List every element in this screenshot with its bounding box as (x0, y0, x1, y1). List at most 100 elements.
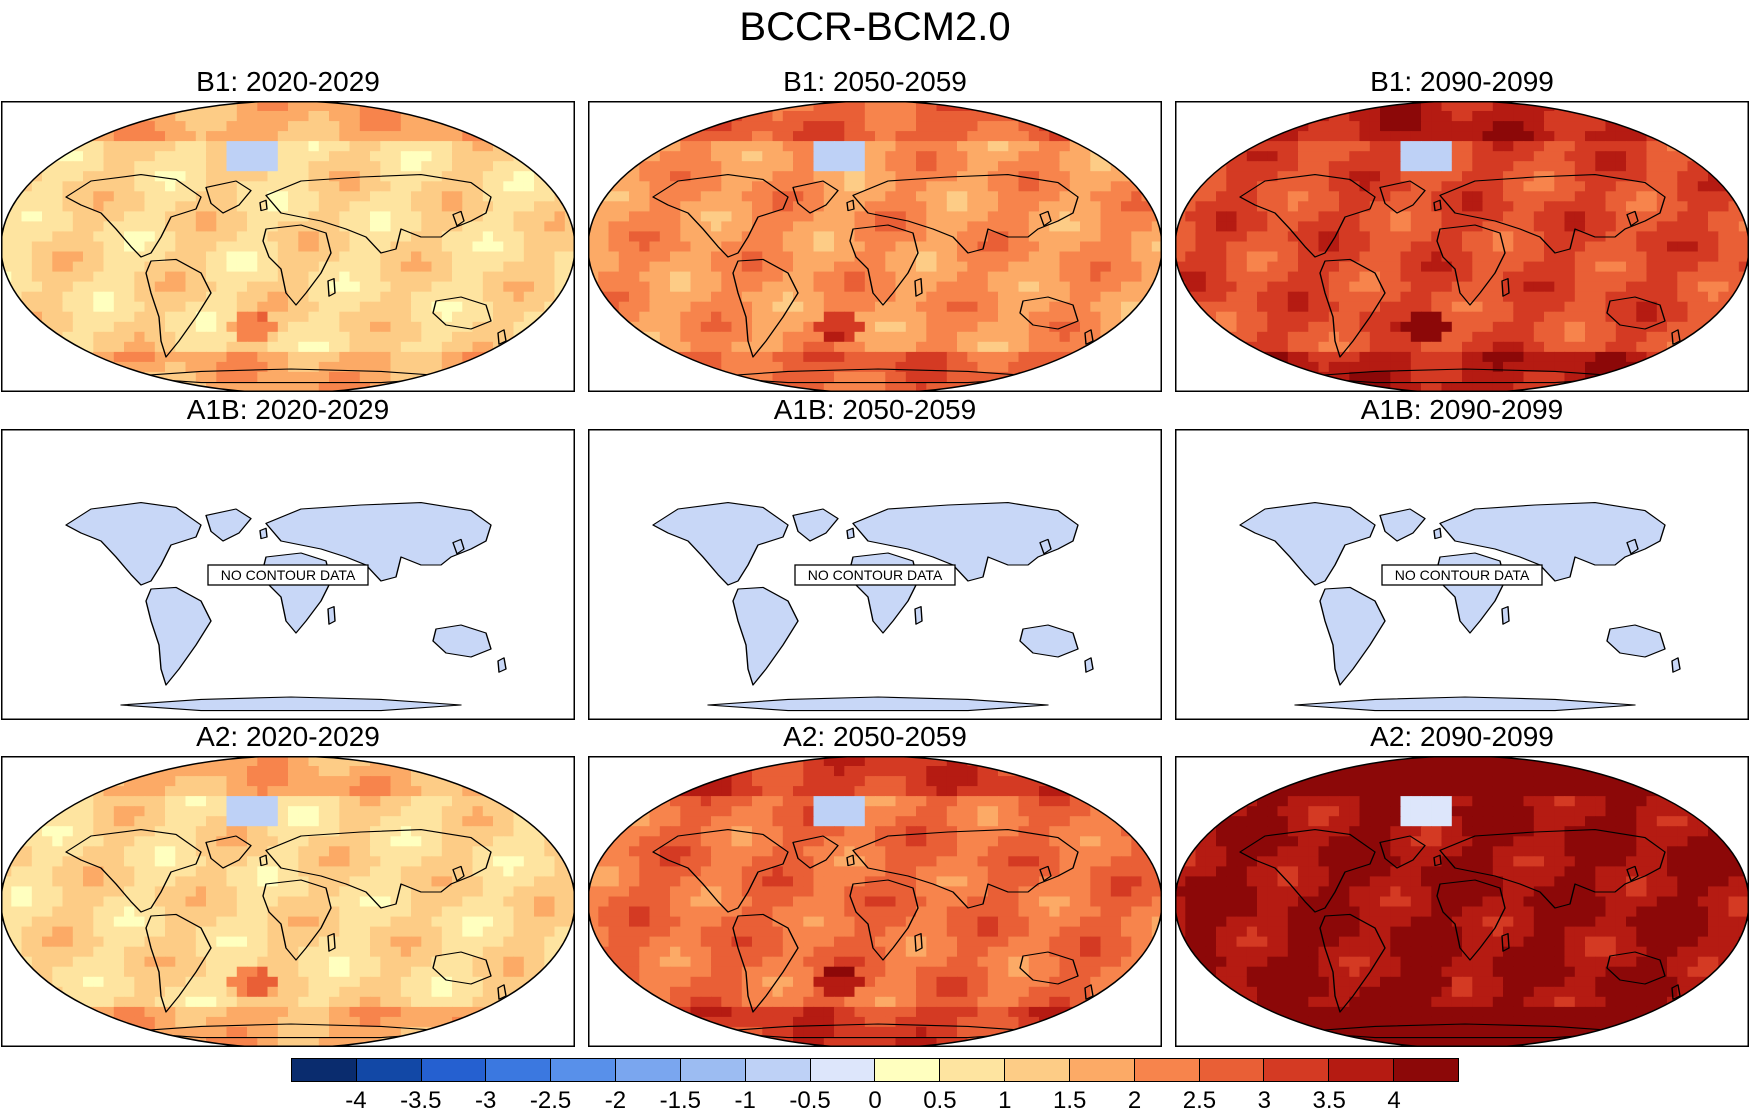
field-cell (1339, 171, 1350, 182)
field-cell (1472, 272, 1483, 283)
field-cell (93, 262, 104, 273)
field-cell (937, 312, 948, 323)
field-cell (814, 302, 825, 313)
field-cell (978, 252, 989, 263)
field-cell (237, 262, 248, 273)
field-cell (1493, 302, 1504, 313)
field-cell (650, 242, 661, 253)
field-cell (1493, 362, 1504, 373)
field-cell (1657, 272, 1668, 283)
field-cell (844, 272, 855, 283)
field-cell (824, 231, 835, 242)
field-cell (834, 352, 845, 363)
field-cell (721, 151, 732, 162)
field-cell (1226, 282, 1237, 293)
field-cell (773, 332, 784, 343)
field-cell (988, 312, 999, 323)
field-cell (350, 282, 361, 293)
field-cell (1039, 242, 1050, 253)
field-cell (793, 231, 804, 242)
field-cell (1565, 292, 1576, 303)
field-cell (906, 312, 917, 323)
field-cell (196, 332, 207, 343)
field-cell (1206, 211, 1217, 222)
field-cell (1442, 151, 1453, 162)
field-cell (1575, 242, 1586, 253)
field-cell (1534, 262, 1545, 273)
field-cell (22, 242, 33, 253)
field-cell (288, 372, 299, 383)
field-cell (1442, 231, 1453, 242)
field-cell (1267, 242, 1278, 253)
field-cell (288, 262, 299, 273)
field-cell (998, 272, 1009, 283)
field-cell (104, 302, 115, 313)
field-cell (967, 262, 978, 273)
field-cell (1029, 272, 1040, 283)
field-cell (875, 151, 886, 162)
field-cell (1185, 252, 1196, 263)
field-cell (1421, 262, 1432, 273)
field-cell (534, 282, 545, 293)
field-cell (442, 252, 453, 263)
field-cell (967, 292, 978, 303)
field-cell (155, 282, 166, 293)
field-cell (660, 292, 671, 303)
field-cell (1090, 221, 1101, 232)
field-cell (1370, 322, 1381, 333)
field-cell (926, 161, 937, 172)
field-cell (1278, 272, 1289, 283)
field-cell (803, 242, 814, 253)
field-cell (937, 302, 948, 313)
field-cell (473, 272, 484, 283)
field-cell (1677, 252, 1688, 263)
field-cell (1688, 221, 1699, 232)
field-cell (165, 161, 176, 172)
field-cell (544, 242, 555, 253)
field-cell (544, 211, 555, 222)
field-cell (721, 282, 732, 293)
field-cell (1636, 252, 1647, 263)
field-cell (380, 161, 391, 172)
field-cell (1585, 201, 1596, 212)
field-cell (298, 101, 309, 112)
field-cell (411, 342, 422, 353)
field-cell (1049, 282, 1060, 293)
field-cell (452, 161, 463, 172)
field-cell (1575, 161, 1586, 172)
field-cell (503, 282, 514, 293)
field-cell (268, 151, 279, 162)
field-cell (1636, 332, 1647, 343)
field-cell (1636, 231, 1647, 242)
field-cell (1626, 252, 1637, 263)
field-cell (1142, 242, 1153, 253)
field-cell (524, 191, 535, 202)
field-cell (1339, 242, 1350, 253)
field-cell (1298, 352, 1309, 363)
field-cell (370, 131, 381, 142)
field-cell (1534, 352, 1545, 363)
field-cell (814, 211, 825, 222)
field-cell (391, 181, 402, 192)
field-cell (978, 121, 989, 132)
field-cell (967, 191, 978, 202)
field-cell (947, 342, 958, 353)
field-cell (1595, 332, 1606, 343)
field-cell (896, 362, 907, 373)
field-cell (339, 352, 350, 363)
field-cell (783, 141, 794, 152)
field-cell (629, 231, 640, 242)
field-cell (1060, 231, 1071, 242)
field-cell (1349, 161, 1360, 172)
field-cell (1411, 332, 1422, 343)
field-cell (175, 191, 186, 202)
field-cell (524, 312, 535, 323)
field-cell (947, 252, 958, 263)
field-cell (309, 151, 320, 162)
field-cell (1421, 161, 1432, 172)
field-cell (926, 282, 937, 293)
field-cell (483, 262, 494, 273)
field-cell (216, 262, 227, 273)
field-cell (1677, 322, 1688, 333)
field-cell (1483, 161, 1494, 172)
